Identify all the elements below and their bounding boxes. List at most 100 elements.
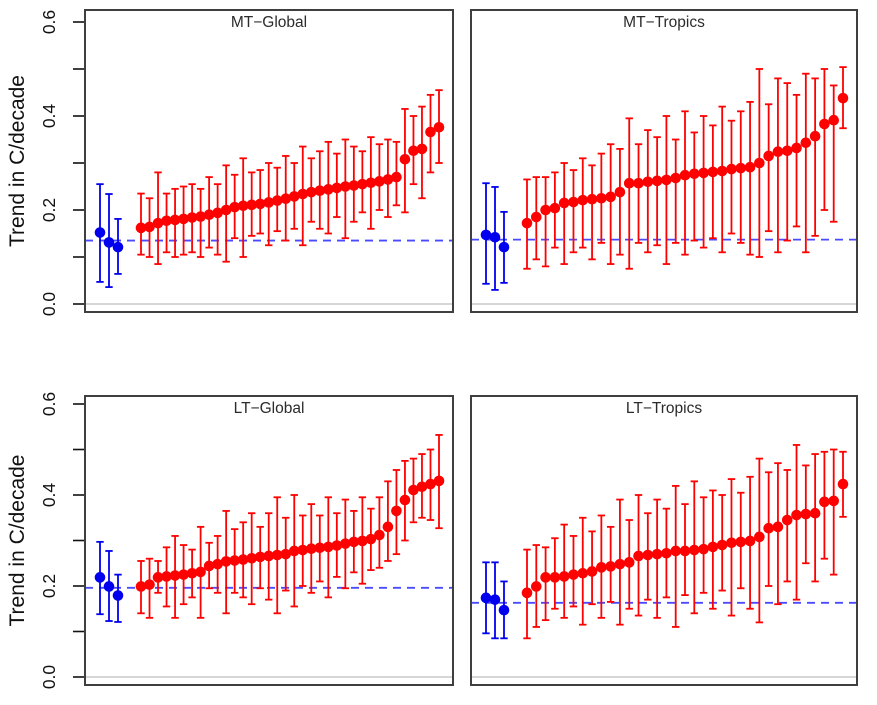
obs-point xyxy=(489,594,501,605)
model-point xyxy=(186,567,198,579)
model-point xyxy=(280,548,292,560)
model-point xyxy=(382,174,394,185)
model-point xyxy=(408,145,419,157)
model-point xyxy=(549,572,561,583)
panel-title-lt-global: LT−Global xyxy=(234,400,305,417)
model-point xyxy=(425,126,436,138)
y-axis-label: Trend in C/decade xyxy=(6,455,29,627)
model-point xyxy=(521,217,533,229)
model-point xyxy=(271,549,283,561)
model-point xyxy=(772,146,784,158)
model-point xyxy=(716,539,728,551)
model-point xyxy=(763,150,774,162)
model-point xyxy=(254,198,266,210)
model-point xyxy=(549,202,561,214)
y-tick-label: 0.6 xyxy=(39,392,59,416)
y-tick-label: 0.2 xyxy=(39,574,59,598)
model-point xyxy=(596,562,607,573)
model-point xyxy=(670,172,682,184)
model-point xyxy=(614,186,626,198)
model-point xyxy=(323,541,334,553)
y-tick-label: 0.2 xyxy=(39,198,59,222)
model-point xyxy=(331,182,343,194)
model-point xyxy=(374,176,385,187)
y-tick-label: 0.0 xyxy=(39,292,59,317)
model-point xyxy=(246,552,257,564)
model-point xyxy=(195,211,206,222)
model-point xyxy=(642,176,654,188)
model-point xyxy=(340,181,351,192)
model-point xyxy=(661,174,672,186)
model-point xyxy=(688,544,700,556)
model-point xyxy=(568,196,579,208)
model-point xyxy=(837,92,849,104)
model-point xyxy=(577,194,589,206)
model-point xyxy=(716,165,728,177)
model-point xyxy=(408,484,419,496)
model-point xyxy=(837,478,849,490)
model-point xyxy=(340,538,351,549)
panel-title-mt-global: MT−Global xyxy=(231,14,307,31)
panel-border-mt-global xyxy=(84,9,454,313)
model-point xyxy=(135,581,147,592)
model-point xyxy=(433,121,445,133)
panel-border-mt-tropics xyxy=(470,9,858,313)
model-point xyxy=(237,554,249,565)
model-point xyxy=(416,481,428,493)
model-point xyxy=(735,536,747,548)
model-point xyxy=(229,555,240,566)
y-axis-label: Trend in C/decade xyxy=(6,75,29,247)
obs-point xyxy=(94,572,106,583)
obs-point xyxy=(103,581,115,592)
model-point xyxy=(271,195,283,206)
model-point xyxy=(661,547,672,559)
model-point xyxy=(651,548,663,560)
y-tick-label: 0.6 xyxy=(39,10,59,34)
obs-point xyxy=(94,227,106,238)
model-point xyxy=(791,142,802,154)
model-point xyxy=(772,521,784,533)
model-point xyxy=(212,558,223,570)
model-point xyxy=(754,157,765,169)
model-point xyxy=(186,212,198,223)
model-point xyxy=(178,569,189,580)
model-point xyxy=(297,544,309,556)
panel-title-mt-tropics: MT−Tropics xyxy=(623,14,705,31)
model-point xyxy=(633,550,644,562)
model-point xyxy=(540,572,551,583)
model-point xyxy=(735,162,747,174)
model-point xyxy=(144,221,155,233)
panel-border-lt-global xyxy=(84,395,454,686)
model-point xyxy=(161,215,172,227)
obs-point xyxy=(480,229,492,241)
model-point xyxy=(586,566,598,577)
model-point xyxy=(586,193,598,205)
model-point xyxy=(819,496,830,508)
model-point xyxy=(135,222,147,234)
model-point xyxy=(152,217,164,229)
y-tick-label: 0.4 xyxy=(39,483,59,508)
model-point xyxy=(791,509,802,521)
model-point xyxy=(698,543,709,555)
model-point xyxy=(809,130,821,142)
model-point xyxy=(288,545,300,557)
model-point xyxy=(323,184,334,195)
panel-border-lt-tropics xyxy=(470,395,858,686)
model-point xyxy=(399,494,411,506)
model-point xyxy=(314,542,326,554)
model-point xyxy=(577,567,589,579)
model-point xyxy=(161,571,172,582)
model-point xyxy=(540,204,551,216)
y-tick-label: 0.0 xyxy=(39,665,59,690)
model-point xyxy=(416,143,428,155)
model-point xyxy=(800,508,812,520)
obs-point xyxy=(112,241,124,253)
model-point xyxy=(530,581,542,592)
model-point xyxy=(433,475,445,487)
model-point xyxy=(688,168,700,180)
model-point xyxy=(425,478,436,490)
model-point xyxy=(246,199,257,211)
model-point xyxy=(331,540,343,551)
